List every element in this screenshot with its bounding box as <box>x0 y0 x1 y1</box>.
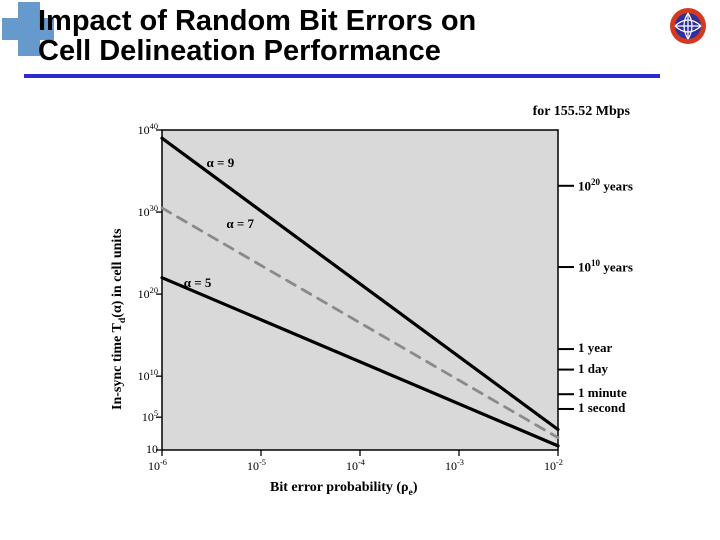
right-ref-label: 1 second <box>578 400 625 416</box>
x-tick-label: 10-6 <box>148 458 167 474</box>
series-label-alpha-7: α = 7 <box>226 216 254 232</box>
y-tick-label: 1040 <box>124 122 158 138</box>
right-ref-label: 1020 years <box>578 177 633 194</box>
x-tick-label: 10-5 <box>247 458 266 474</box>
right-ref-label: 1 day <box>578 361 608 377</box>
slide: Impact of Random Bit Errors on Cell Deli… <box>0 0 720 540</box>
y-tick-label: 1010 <box>124 368 158 384</box>
right-ref-label: 1 year <box>578 340 612 356</box>
chart: 10-6 10-5 10-4 10-3 10-2 10 105 1010 1020 1030 104… <box>0 0 720 540</box>
x-tick-label: 10-3 <box>445 458 464 474</box>
x-tick-label: 10-4 <box>346 458 365 474</box>
y-tick-label: 1020 <box>124 286 158 302</box>
y-tick-label: 10 <box>124 442 158 457</box>
right-ref-label: 1 minute <box>578 385 627 401</box>
y-axis-title: In-sync time Td(α) in cell units <box>110 229 128 410</box>
series-label-alpha-5: α = 5 <box>184 275 212 291</box>
x-axis-title: Bit error probability (ρe) <box>270 480 418 498</box>
right-ref-label: 1010 years <box>578 258 633 275</box>
y-tick-label: 105 <box>124 409 158 425</box>
series-label-alpha-9: α = 9 <box>207 155 235 171</box>
x-tick-label: 10-2 <box>544 458 563 474</box>
y-tick-label: 1030 <box>124 204 158 220</box>
